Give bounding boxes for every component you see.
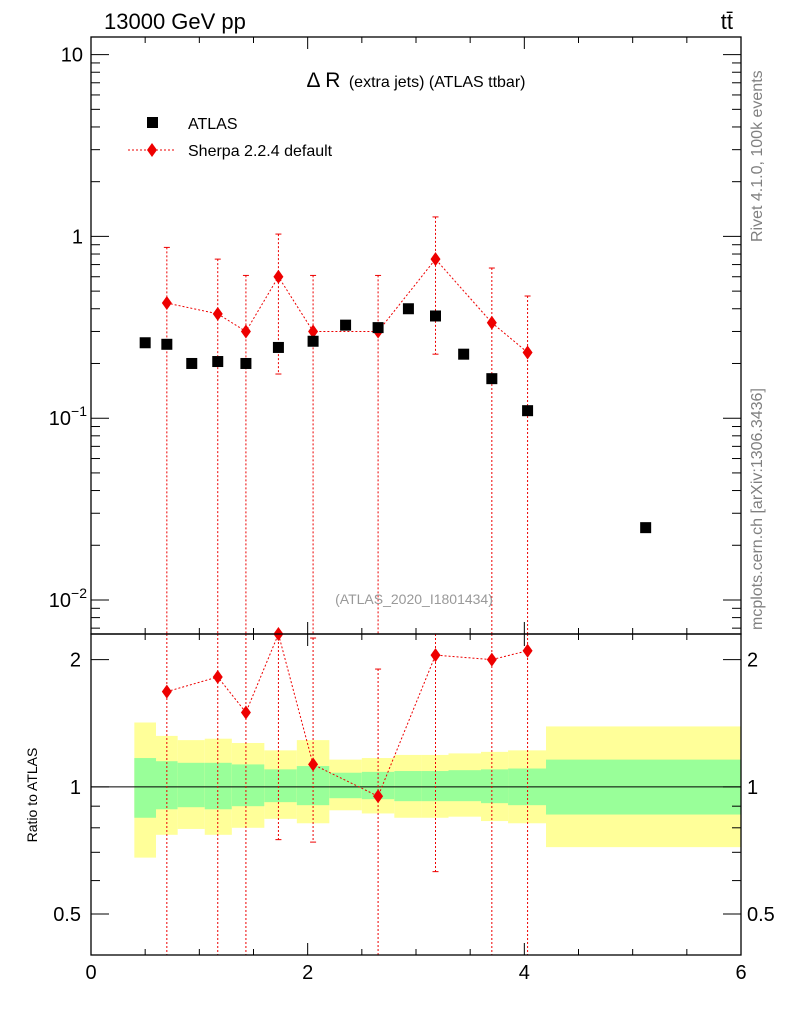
watermark: (ATLAS_2020_I1801434)	[335, 591, 493, 607]
legend: ATLAS Sherpa 2.2.4 default	[128, 116, 333, 160]
ratio-panel: 0 2 4 6 0.5 0.5 1 1 2 2 Ratio to ATLAS	[24, 627, 775, 984]
atlas-point-0	[139, 337, 151, 349]
sherpa-point-4	[308, 324, 319, 339]
atlas-point-8	[372, 322, 384, 334]
atlas-point-7	[340, 319, 352, 331]
ratio-tick-label-left-1: 1	[70, 777, 81, 799]
y-tick-mantissa-3: 10	[49, 590, 71, 612]
legend-atlas-label: ATLAS	[188, 116, 238, 133]
atlas-point-3	[212, 356, 224, 368]
legend-sherpa-marker	[147, 143, 157, 157]
y-tick-exponent-2: −1	[71, 403, 87, 419]
atlas-point-1	[161, 338, 173, 350]
ratio-band-inner-2	[177, 762, 205, 808]
ratio-sherpa-point-7	[486, 652, 497, 667]
sherpa-point-3	[273, 269, 284, 284]
ratio-band-inner-4	[231, 764, 265, 807]
ratio-sherpa-point-1	[212, 669, 223, 684]
ratio-sherpa-point-0	[161, 684, 172, 699]
atlas-point-4	[240, 357, 252, 369]
ratio-tick-label-right-1: 1	[747, 777, 758, 799]
atlas-point-12	[486, 373, 498, 385]
sherpa-point-7	[486, 315, 497, 330]
header-right-label: tt̄	[721, 9, 733, 34]
sherpa-line	[166, 258, 528, 353]
ratio-band-inner-11	[448, 770, 481, 802]
chart-title-main: Δ R	[307, 69, 341, 92]
ratio-sherpa-point-5	[373, 789, 384, 804]
y-tick-label-3: 10−2	[49, 585, 87, 612]
ratio-band-inner-10	[421, 771, 449, 802]
ratio-band-inner-0	[134, 758, 156, 818]
mcplots-label: mcplots.cern.ch [arXiv:1306.3436]	[749, 388, 766, 630]
ratio-tick-label-right-2: 2	[747, 650, 758, 672]
atlas-point-13	[522, 405, 534, 417]
rivet-label: Rivet 4.1.0, 100k events	[749, 70, 766, 242]
legend-sherpa-label: Sherpa 2.2.4 default	[188, 143, 333, 160]
header-left-label: 13000 GeV pp	[104, 9, 246, 34]
y-tick-label-0: 10	[61, 45, 83, 67]
sherpa-point-0	[161, 296, 172, 311]
side-labels: Rivet 4.1.0, 100k events mcplots.cern.ch…	[749, 70, 766, 630]
sherpa-point-1	[212, 306, 223, 321]
ratio-band-inner-5	[264, 769, 297, 803]
atlas-point-2	[186, 357, 198, 369]
atlas-point-11	[458, 348, 470, 360]
ratio-sherpa-point-8	[522, 643, 533, 658]
atlas-point-5	[272, 341, 284, 353]
ratio-band-inner-1	[156, 761, 178, 810]
y-tick-mantissa-2: 10	[49, 408, 71, 430]
atlas-point-10	[430, 310, 441, 322]
y-tick-label-2: 10−1	[49, 403, 87, 430]
sherpa-point-8	[522, 345, 533, 360]
ratio-tick-label-right-0: 0.5	[747, 904, 775, 926]
chart-title-sub: (extra jets) (ATLAS ttbar)	[349, 74, 526, 91]
y-tick-exponent-3: −2	[71, 585, 87, 601]
x-tick-label-2: 4	[519, 962, 530, 984]
sherpa-point-6	[430, 252, 441, 267]
atlas-point-9	[402, 303, 414, 315]
sherpa-point-2	[240, 324, 251, 339]
ratio-sherpa-point-4	[308, 757, 319, 772]
ratio-band-inner-9	[394, 771, 422, 802]
atlas-point-14	[640, 522, 652, 534]
x-tick-label-3: 6	[735, 962, 746, 984]
ratio-tick-label-left-0: 0.5	[53, 904, 81, 926]
ratio-band-inner-3	[204, 762, 232, 810]
ratio-sherpa-line	[166, 632, 528, 797]
legend-atlas-marker	[147, 117, 158, 128]
ratio-band-inner-12	[481, 769, 509, 804]
x-tick-label-0: 0	[85, 962, 96, 984]
ratio-ylabel: Ratio to ATLAS	[24, 748, 40, 843]
ratio-sherpa-point-6	[430, 648, 441, 663]
ratio-tick-label-left-2: 2	[70, 650, 81, 672]
ratio-sherpa-point-2	[240, 705, 251, 720]
y-tick-label-1: 1	[72, 226, 83, 248]
ratio-band-inner-7	[329, 772, 362, 799]
x-tick-label-1: 2	[302, 962, 313, 984]
atlas-point-6	[307, 335, 319, 347]
chart-title: Δ R (extra jets) (ATLAS ttbar)	[307, 69, 526, 92]
